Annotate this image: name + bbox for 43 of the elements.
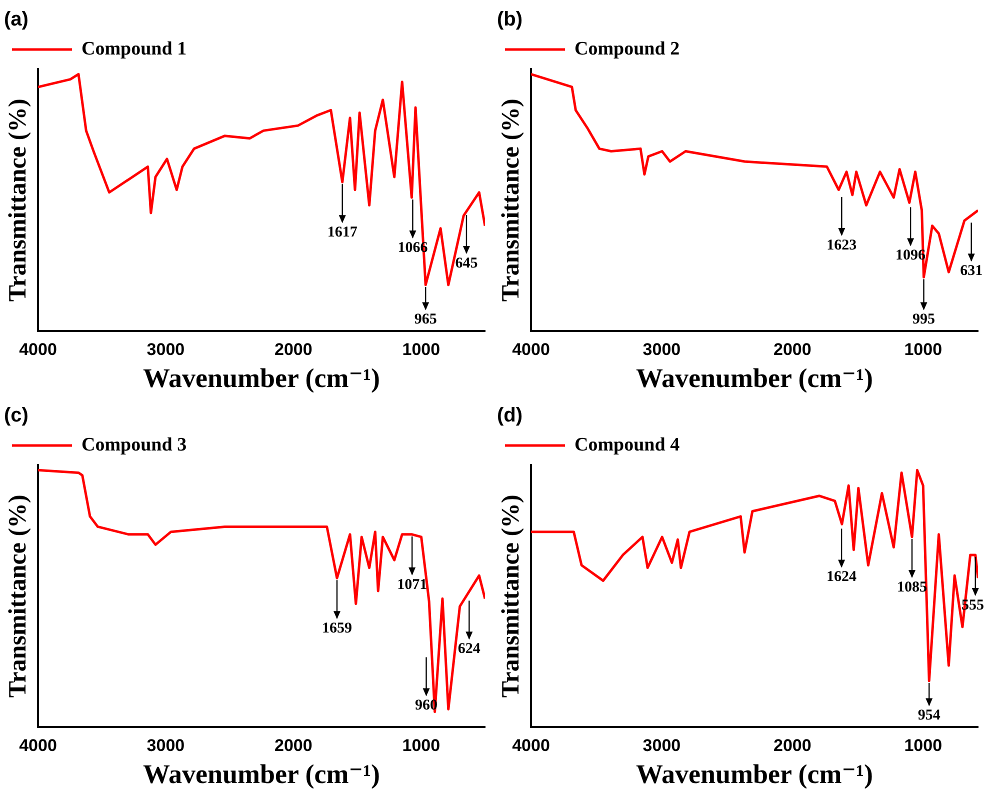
annotation: 631: [960, 263, 983, 280]
chart-title: (a): [4, 8, 28, 31]
annotation: 645: [455, 255, 478, 272]
x-tick-label: 1000: [402, 340, 440, 360]
annotation: 965: [414, 312, 437, 328]
x-tick-label: 3000: [146, 340, 185, 360]
x-axis-title: Wavenumber (cm⁻¹): [142, 758, 380, 789]
x-tick-label: 4000: [19, 340, 57, 360]
x-axis-title: Wavenumber (cm⁻¹): [636, 758, 874, 789]
annotation: 995: [912, 312, 936, 328]
x-tick-label: 1000: [904, 736, 942, 756]
annotation: 954: [918, 708, 941, 724]
x-tick-label: 2000: [274, 340, 312, 360]
chart-title: (c): [4, 404, 28, 427]
legend-label: Compound 4: [574, 434, 680, 456]
x-tick-label: 2000: [773, 340, 812, 360]
chart-title: (d): [497, 404, 523, 427]
annotation: 1623: [826, 237, 857, 254]
x-tick-label: 3000: [146, 736, 185, 756]
chart-title: (b): [497, 8, 523, 31]
x-tick-label: 3000: [642, 736, 681, 756]
x-tick-label: 3000: [642, 340, 681, 360]
x-tick-label: 1000: [402, 736, 440, 756]
annotation: 1617: [327, 224, 358, 240]
y-axis-title: Transmittance (%): [497, 494, 524, 698]
x-tick-label: 4000: [512, 736, 550, 756]
x-tick-label: 4000: [512, 340, 550, 360]
legend-label: Compound 2: [574, 38, 680, 60]
annotation: 1624: [826, 569, 858, 586]
annotation: 1071: [397, 576, 428, 593]
annotation: 624: [458, 641, 481, 658]
y-axis-title: Transmittance (%): [497, 98, 524, 302]
legend-label: Compound 3: [82, 434, 187, 456]
annotation: 1659: [322, 620, 352, 636]
x-tick-label: 2000: [274, 736, 312, 756]
legend-label: Compound 1: [82, 38, 187, 60]
y-axis-title: Transmittance (%): [4, 494, 32, 698]
x-tick-label: 2000: [773, 736, 812, 756]
x-tick-label: 4000: [19, 736, 57, 756]
x-axis-title: Wavenumber (cm⁻¹): [142, 362, 380, 393]
x-axis-title: Wavenumber (cm⁻¹): [636, 362, 874, 393]
y-axis-title: Transmittance (%): [4, 98, 32, 302]
x-tick-label: 1000: [904, 340, 942, 360]
